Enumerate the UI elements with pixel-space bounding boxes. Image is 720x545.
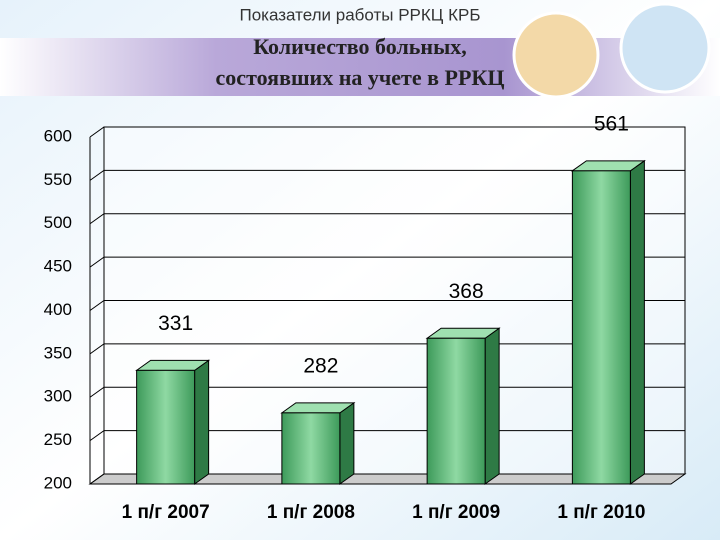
data-label: 561 — [594, 112, 629, 135]
data-label: 282 — [303, 354, 338, 377]
y-tick-label: 300 — [44, 387, 72, 406]
data-label: 331 — [158, 312, 193, 335]
header: Показатели работы РРКЦ КРБ — [240, 5, 481, 24]
y-tick-label: 450 — [44, 257, 72, 276]
y-tick-label: 200 — [44, 473, 72, 492]
grid-line — [89, 300, 685, 311]
x-tick-label: 1 п/г 2009 — [412, 502, 500, 523]
y-tick-label: 350 — [44, 343, 72, 362]
bar-side — [629, 159, 645, 485]
plot: 200 250 300 350 400 450 500 550 600 1 п/г 2007 331… — [44, 112, 687, 523]
bar — [571, 170, 631, 485]
grid-line — [89, 213, 685, 225]
bar-side — [339, 401, 355, 485]
title-band — [0, 38, 720, 96]
y-tick-label: 400 — [44, 300, 72, 319]
grid-line — [89, 126, 685, 138]
y-tick-label: 500 — [44, 213, 72, 232]
photo-circle — [512, 11, 600, 99]
bar — [136, 369, 196, 485]
grid-line — [89, 169, 685, 181]
y-tick-label: 550 — [44, 170, 72, 189]
data-label: 368 — [449, 280, 484, 303]
bar — [426, 337, 486, 485]
y-tick-label: 600 — [44, 126, 72, 145]
x-tick-label: 1 п/г 2007 — [122, 502, 210, 523]
x-tick-label: 1 п/г 2010 — [557, 502, 645, 523]
chart-title: состоявших на учете в РРКЦ — [216, 65, 505, 90]
y-tick-label: 250 — [44, 430, 72, 449]
bar-side — [194, 359, 210, 485]
chart-title: Количество больных, — [253, 34, 467, 59]
photo-circle — [619, 2, 711, 94]
grid-line — [89, 256, 685, 268]
bar — [281, 412, 341, 485]
bar-side — [484, 327, 500, 485]
x-tick-label: 1 п/г 2008 — [267, 502, 355, 523]
